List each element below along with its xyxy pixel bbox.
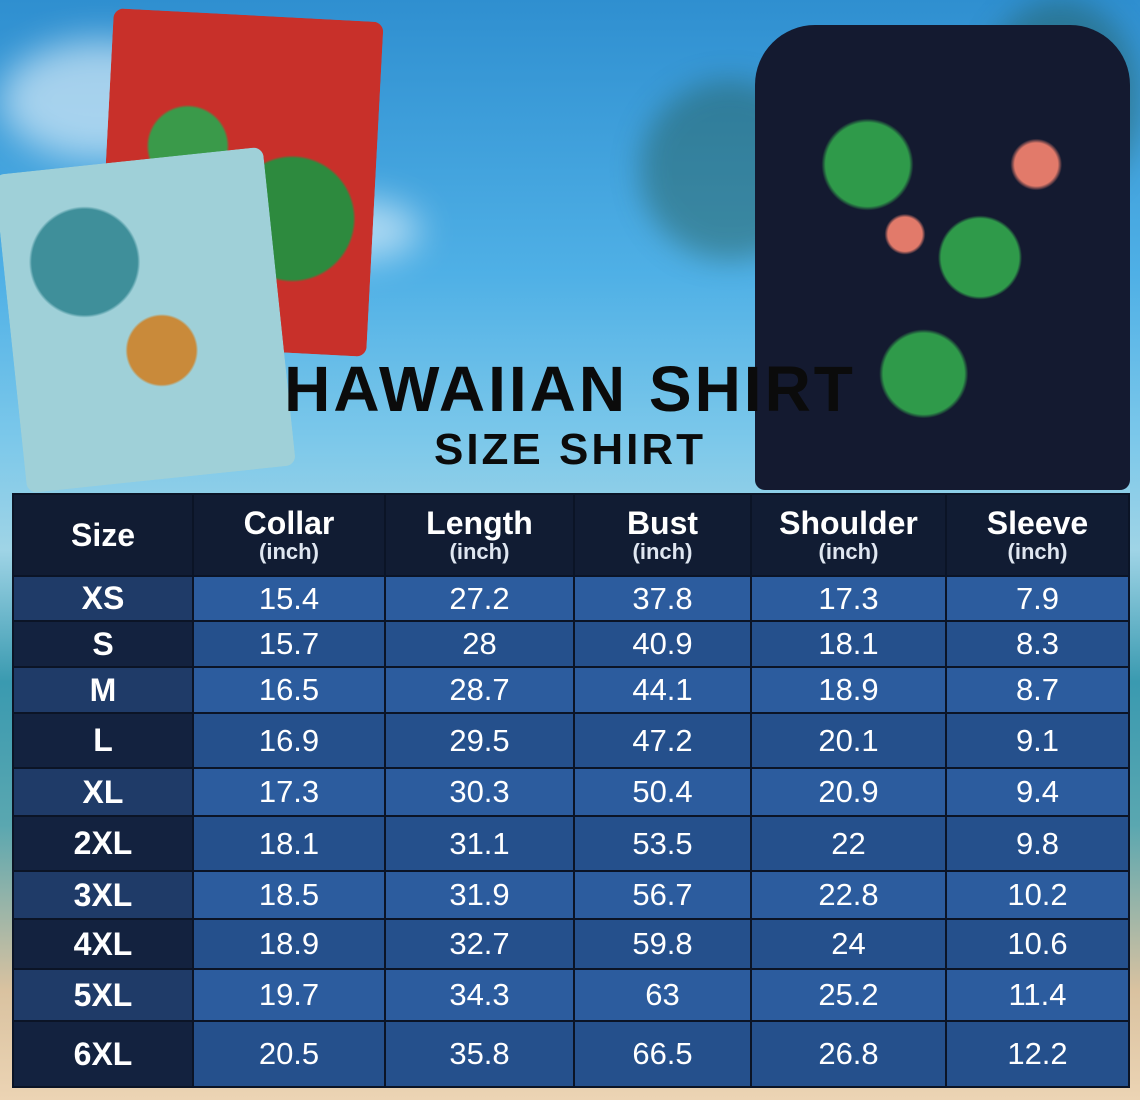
value-cell: 47.2 xyxy=(573,712,752,769)
value-cell: 25.2 xyxy=(750,968,947,1022)
column-header-shoulder: Shoulder (inch) xyxy=(750,493,947,577)
size-chart-table: Size Collar (inch) Length (inch) Bust (inch) Sh… xyxy=(12,493,1130,1088)
value-cell: 20.5 xyxy=(192,1020,386,1088)
table-row: M 16.5 28.7 44.1 18.9 8.7 xyxy=(12,666,1130,714)
size-cell: XS xyxy=(12,575,194,622)
column-header-collar: Collar (inch) xyxy=(192,493,386,577)
size-cell: 6XL xyxy=(12,1020,194,1088)
header-row: Size Collar (inch) Length (inch) Bust (inch) Sh… xyxy=(12,493,1130,577)
page-subtitle: SIZE SHIRT xyxy=(433,425,707,474)
column-header-bust: Bust (inch) xyxy=(573,493,752,577)
size-cell: 2XL xyxy=(12,815,194,872)
column-header-size: Size xyxy=(12,493,194,577)
value-cell: 35.8 xyxy=(384,1020,575,1088)
value-cell: 8.3 xyxy=(945,620,1130,668)
table-row: S 15.7 28 40.9 18.1 8.3 xyxy=(12,620,1130,668)
table-row: 4XL 18.9 32.7 59.8 24 10.6 xyxy=(12,918,1130,970)
model-shirt-image xyxy=(755,25,1130,490)
value-cell: 17.3 xyxy=(192,767,386,817)
value-cell: 31.9 xyxy=(384,870,575,920)
table-row: 5XL 19.7 34.3 63 25.2 11.4 xyxy=(12,968,1130,1022)
size-cell: 5XL xyxy=(12,968,194,1022)
value-cell: 29.5 xyxy=(384,712,575,769)
value-cell: 9.4 xyxy=(945,767,1130,817)
column-label: Size xyxy=(70,517,136,553)
column-label: Collar xyxy=(243,505,335,541)
value-cell: 11.4 xyxy=(945,968,1130,1022)
value-cell: 18.9 xyxy=(750,666,947,714)
value-cell: 27.2 xyxy=(384,575,575,622)
value-cell: 63 xyxy=(573,968,752,1022)
value-cell: 26.8 xyxy=(750,1020,947,1088)
value-cell: 30.3 xyxy=(384,767,575,817)
value-cell: 15.7 xyxy=(192,620,386,668)
value-cell: 53.5 xyxy=(573,815,752,872)
size-cell: 3XL xyxy=(12,870,194,920)
value-cell: 18.1 xyxy=(192,815,386,872)
value-cell: 24 xyxy=(750,918,947,970)
table-row: 3XL 18.5 31.9 56.7 22.8 10.2 xyxy=(12,870,1130,920)
table-row: 6XL 20.5 35.8 66.5 26.8 12.2 xyxy=(12,1020,1130,1088)
size-cell: M xyxy=(12,666,194,714)
table-row: XL 17.3 30.3 50.4 20.9 9.4 xyxy=(12,767,1130,817)
value-cell: 10.6 xyxy=(945,918,1130,970)
value-cell: 56.7 xyxy=(573,870,752,920)
value-cell: 66.5 xyxy=(573,1020,752,1088)
value-cell: 20.9 xyxy=(750,767,947,817)
value-cell: 28 xyxy=(384,620,575,668)
size-cell: XL xyxy=(12,767,194,817)
value-cell: 12.2 xyxy=(945,1020,1130,1088)
value-cell: 20.1 xyxy=(750,712,947,769)
column-unit: (inch) xyxy=(449,539,510,564)
value-cell: 22 xyxy=(750,815,947,872)
column-label: Shoulder xyxy=(779,505,918,541)
size-cell: S xyxy=(12,620,194,668)
column-unit: (inch) xyxy=(1007,539,1068,564)
value-cell: 31.1 xyxy=(384,815,575,872)
value-cell: 9.1 xyxy=(945,712,1130,769)
value-cell: 9.8 xyxy=(945,815,1130,872)
page-title: HAWAIIAN SHIRT xyxy=(284,353,856,425)
value-cell: 7.9 xyxy=(945,575,1130,622)
value-cell: 34.3 xyxy=(384,968,575,1022)
value-cell: 10.2 xyxy=(945,870,1130,920)
column-header-sleeve: Sleeve (inch) xyxy=(945,493,1130,577)
value-cell: 18.5 xyxy=(192,870,386,920)
table-row: L 16.9 29.5 47.2 20.1 9.1 xyxy=(12,712,1130,769)
value-cell: 18.1 xyxy=(750,620,947,668)
size-cell: L xyxy=(12,712,194,769)
value-cell: 16.9 xyxy=(192,712,386,769)
value-cell: 15.4 xyxy=(192,575,386,622)
column-label: Length xyxy=(426,505,533,541)
value-cell: 50.4 xyxy=(573,767,752,817)
value-cell: 32.7 xyxy=(384,918,575,970)
value-cell: 17.3 xyxy=(750,575,947,622)
value-cell: 44.1 xyxy=(573,666,752,714)
value-cell: 8.7 xyxy=(945,666,1130,714)
table-row: XS 15.4 27.2 37.8 17.3 7.9 xyxy=(12,575,1130,622)
column-label: Bust xyxy=(626,505,699,541)
table-row: 2XL 18.1 31.1 53.5 22 9.8 xyxy=(12,815,1130,872)
value-cell: 18.9 xyxy=(192,918,386,970)
column-label: Sleeve xyxy=(986,505,1089,541)
value-cell: 28.7 xyxy=(384,666,575,714)
value-cell: 37.8 xyxy=(573,575,752,622)
value-cell: 19.7 xyxy=(192,968,386,1022)
column-header-length: Length (inch) xyxy=(384,493,575,577)
value-cell: 22.8 xyxy=(750,870,947,920)
column-unit: (inch) xyxy=(632,539,693,564)
size-cell: 4XL xyxy=(12,918,194,970)
value-cell: 59.8 xyxy=(573,918,752,970)
column-unit: (inch) xyxy=(259,539,319,564)
column-unit: (inch) xyxy=(818,539,879,564)
value-cell: 40.9 xyxy=(573,620,752,668)
value-cell: 16.5 xyxy=(192,666,386,714)
